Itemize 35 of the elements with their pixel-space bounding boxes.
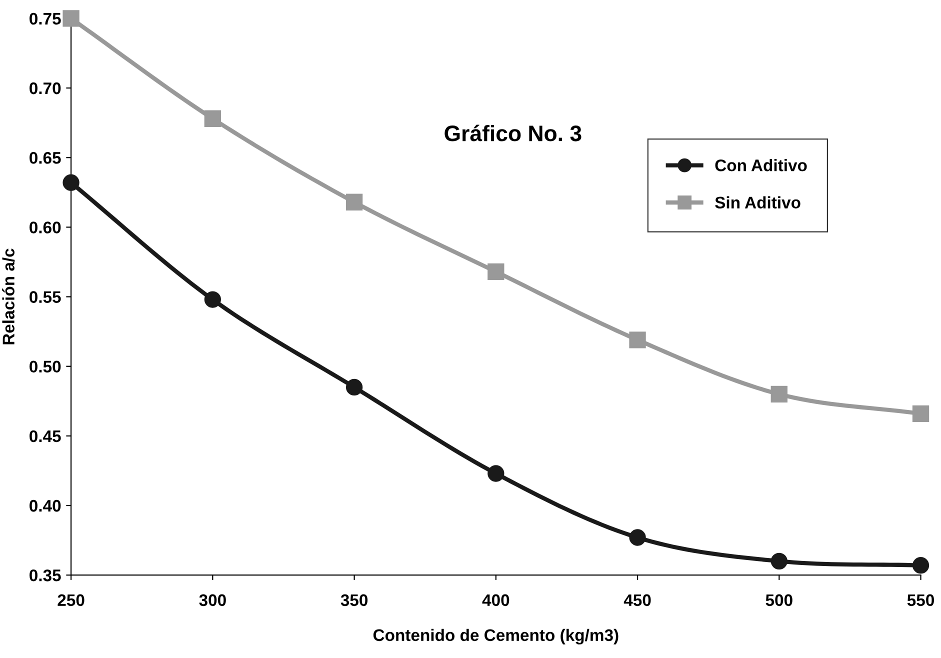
y-axis-title: Relación a/c bbox=[2, 248, 15, 344]
point bbox=[488, 465, 504, 482]
x-tick-label: 500 bbox=[766, 594, 792, 606]
x-tick-label: 250 bbox=[58, 594, 84, 606]
point bbox=[629, 529, 646, 546]
y-tick-label: 0.65 bbox=[30, 152, 61, 164]
legend-label: Con Aditivo bbox=[715, 159, 807, 172]
y-tick-label: 0.35 bbox=[30, 569, 61, 582]
x-tick-label: 550 bbox=[907, 594, 934, 606]
point bbox=[204, 110, 221, 127]
y-tick-label: 0.50 bbox=[30, 360, 61, 373]
point bbox=[488, 263, 504, 280]
point bbox=[62, 10, 80, 27]
y-tick-label: 0.75 bbox=[30, 12, 61, 25]
y-tick-label: 0.70 bbox=[30, 82, 61, 94]
y-tick-label: 0.40 bbox=[30, 500, 61, 512]
point bbox=[346, 194, 363, 210]
point bbox=[346, 378, 363, 396]
x-tick-label: 450 bbox=[624, 594, 651, 606]
point bbox=[912, 405, 930, 422]
y-tick-label: 0.55 bbox=[30, 291, 61, 303]
x-tick-label: 350 bbox=[340, 594, 368, 606]
point bbox=[204, 291, 221, 308]
x-tick-label: 400 bbox=[482, 594, 510, 606]
point bbox=[912, 557, 930, 574]
legend-label: Sin Aditivo bbox=[715, 196, 800, 208]
point bbox=[62, 174, 80, 191]
x-tick-label: 300 bbox=[199, 594, 226, 606]
y-tick-label: 0.45 bbox=[30, 430, 61, 442]
x-axis-title: Contenido de Cemento (kg/m3) bbox=[373, 628, 618, 644]
text: Gráfico No. 3 bbox=[444, 124, 582, 142]
point bbox=[629, 332, 646, 348]
point bbox=[770, 552, 788, 570]
y-tick-label: 0.60 bbox=[30, 222, 61, 234]
point bbox=[770, 386, 788, 403]
